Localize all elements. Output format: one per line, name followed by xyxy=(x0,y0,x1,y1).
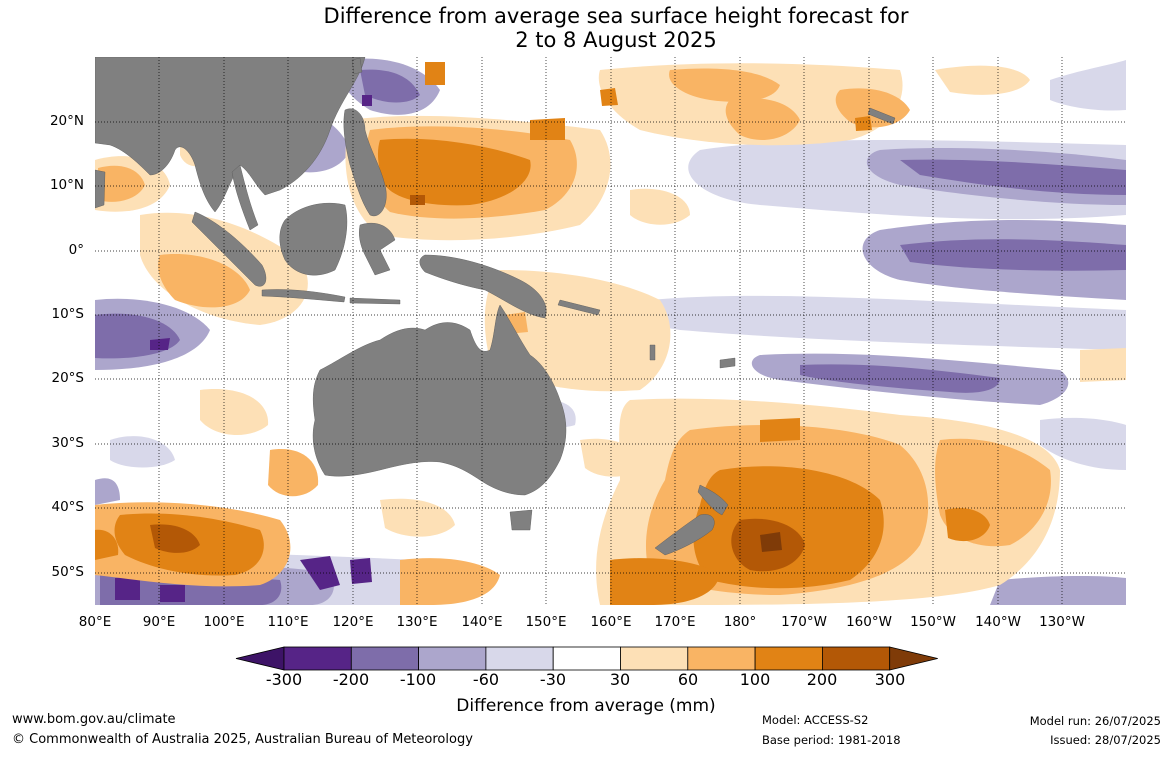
lon-label-180: 180° xyxy=(723,614,757,630)
issued-text: Issued: 28/07/2025 xyxy=(1050,733,1161,747)
colorbar-cell xyxy=(687,646,756,671)
colorbar-label: 100 xyxy=(739,670,771,689)
model-text: Model: ACCESS-S2 xyxy=(762,713,869,727)
lesser-sunda xyxy=(349,297,401,305)
colorbar-label: 60 xyxy=(677,670,699,689)
colorbar-cell xyxy=(552,646,621,671)
colorbar-extend-low xyxy=(235,646,285,671)
australia xyxy=(312,304,567,496)
asia-mainland xyxy=(95,57,366,213)
lon-label-170w: 170°W xyxy=(781,614,827,630)
chart-title: Difference from average sea surface heig… xyxy=(0,4,1173,52)
colorbar-label: 300 xyxy=(874,670,906,689)
colorbar-cell xyxy=(350,646,419,671)
lon-label-140w: 140°W xyxy=(975,614,1021,630)
malay-peninsula xyxy=(231,164,259,231)
india-tip xyxy=(95,169,106,209)
model-run-text: Model run: 26/07/2025 xyxy=(1029,714,1161,728)
tasmania xyxy=(509,509,533,531)
lat-label-10s: 10°S xyxy=(51,306,85,322)
map-gridlines xyxy=(95,57,1126,605)
colorbar-label: -200 xyxy=(332,670,370,689)
title-line-2: 2 to 8 August 2025 xyxy=(515,28,717,52)
borneo xyxy=(279,202,348,276)
base-period-text: Base period: 1981-2018 xyxy=(762,733,901,747)
lon-label-150w: 150°W xyxy=(910,614,956,630)
solomon-islands xyxy=(557,299,601,316)
lat-label-10n: 10°N xyxy=(49,177,84,193)
copyright-text: © Commonwealth of Australia 2025, Austra… xyxy=(12,732,473,747)
lon-label-110e: 110°E xyxy=(267,614,309,630)
land-masses xyxy=(95,57,896,556)
colorbar-cell xyxy=(754,646,823,671)
lat-label-30s: 30°S xyxy=(51,435,85,451)
lat-label-40s: 40°S xyxy=(51,499,85,515)
lon-label-130e: 130°E xyxy=(396,614,438,630)
lon-label-90e: 90°E xyxy=(142,614,176,630)
vanuatu-fiji xyxy=(649,344,736,369)
website-text: www.bom.gov.au/climate xyxy=(12,712,176,727)
colorbar-extend-high xyxy=(889,646,938,671)
colorbar-cell xyxy=(283,646,352,671)
colorbar-cell xyxy=(822,646,891,671)
java xyxy=(261,289,346,303)
colorbar-cell xyxy=(418,646,487,671)
lon-label-160e: 160°E xyxy=(590,614,632,630)
colorbar-cell xyxy=(620,646,689,671)
title-line-1: Difference from average sea surface heig… xyxy=(323,4,909,28)
colorbar-label: -100 xyxy=(399,670,437,689)
lon-label-80e: 80°E xyxy=(78,614,112,630)
lon-label-170e: 170°E xyxy=(654,614,696,630)
philippines xyxy=(343,108,387,217)
new-zealand-south xyxy=(654,514,715,556)
colorbar-cell xyxy=(485,646,554,671)
lat-label-50s: 50°S xyxy=(51,564,85,580)
positive-anomaly-regions xyxy=(95,62,1126,605)
colorbar-label: -30 xyxy=(539,670,567,689)
colorbar-title: Difference from average (mm) xyxy=(456,696,716,716)
lon-label-120e: 120°E xyxy=(332,614,374,630)
sumatra xyxy=(191,211,267,287)
sulawesi xyxy=(359,222,396,276)
new-zealand-north xyxy=(697,484,729,516)
lon-label-100e: 100°E xyxy=(203,614,245,630)
lon-label-160w: 160°W xyxy=(846,614,892,630)
new-guinea xyxy=(419,254,547,319)
sea-surface-height-map xyxy=(95,57,1126,605)
lat-label-20n: 20°N xyxy=(49,113,84,129)
colorbar-label: -300 xyxy=(265,670,303,689)
colorbar-label: 200 xyxy=(806,670,838,689)
colorbar-label: -60 xyxy=(472,670,500,689)
lon-label-150e: 150°E xyxy=(525,614,567,630)
lon-label-140e: 140°E xyxy=(461,614,503,630)
taiwan xyxy=(351,57,363,75)
lat-label-20s: 20°S xyxy=(51,370,85,386)
lon-label-130w: 130°W xyxy=(1039,614,1085,630)
lat-label-0: 0° xyxy=(68,242,84,258)
colorbar-label: 30 xyxy=(609,670,631,689)
